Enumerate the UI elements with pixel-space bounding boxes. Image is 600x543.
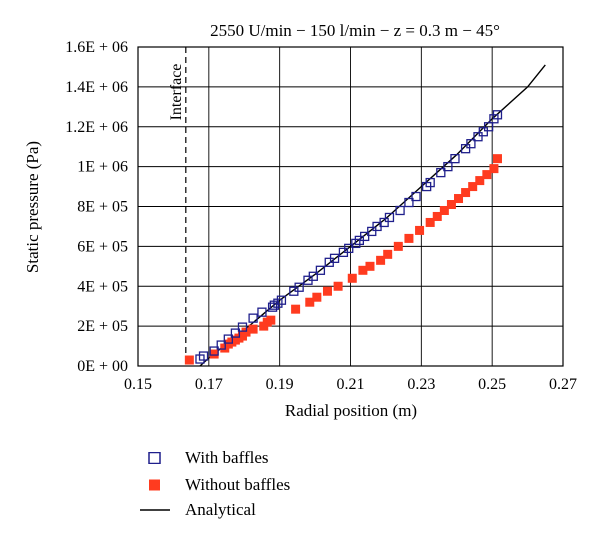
without-baffles-point <box>291 304 301 314</box>
with-baffles-point <box>315 265 326 275</box>
with-baffles-point <box>395 205 405 216</box>
series-layer <box>184 64 546 367</box>
y-tick-label: 2E + 05 <box>77 318 128 335</box>
y-tick-label: 4E + 05 <box>77 278 128 295</box>
with-baffles-point <box>360 231 370 242</box>
without-baffles-point <box>322 286 332 296</box>
legend-label-without-baffles: Without baffles <box>185 475 291 494</box>
without-baffles-point <box>432 211 442 221</box>
tick-labels: 0.15 0.17 0.19 0.21 0.23 0.25 0.27 0E + 00 2E + … <box>65 39 577 393</box>
without-baffles-point <box>209 349 219 359</box>
without-baffles-point <box>347 273 357 283</box>
chart-title: 2550 U/min − 150 l/min − z = 0.3 m − 45° <box>210 21 500 40</box>
with-baffles-point <box>367 226 377 237</box>
x-tick-label: 0.25 <box>478 376 506 393</box>
x-tick-label: 0.19 <box>266 376 294 393</box>
annotation-layer: Interface <box>168 47 187 366</box>
with-baffles-point <box>294 282 304 292</box>
with-baffles-point <box>443 161 453 172</box>
filled-square-marker-icon <box>149 479 160 491</box>
with-baffles-point <box>478 127 488 137</box>
plot-area <box>137 46 564 367</box>
with-baffles-point <box>450 153 460 164</box>
grid-lines <box>137 46 564 367</box>
without-baffles-point <box>475 176 485 186</box>
without-baffles-point <box>241 327 251 337</box>
with-baffles-point <box>223 334 233 344</box>
with-baffles-point <box>198 351 209 361</box>
with-baffles-point <box>276 295 287 305</box>
without-baffles-point <box>358 265 368 275</box>
y-tick-label: 1.6E + 06 <box>65 39 128 56</box>
without-baffles-point <box>305 297 315 307</box>
y-tick-label: 1E + 06 <box>77 159 128 176</box>
without-baffles-point <box>425 217 435 227</box>
x-axis-label: Radial position (m) <box>285 401 417 420</box>
without-baffles-point <box>489 164 499 174</box>
open-square-marker-icon <box>148 452 161 464</box>
y-tick-label: 1.2E + 06 <box>65 119 128 136</box>
with-baffles-point <box>237 322 248 332</box>
interface-annotation: Interface <box>168 64 185 121</box>
without-baffles-point <box>404 233 414 243</box>
x-tick-label: 0.17 <box>195 376 223 393</box>
with-baffles-point <box>230 328 241 338</box>
without-baffles-point <box>312 292 322 302</box>
without-baffles-point <box>482 170 492 180</box>
with-baffles-point <box>425 177 435 188</box>
without-baffles-point <box>454 194 464 204</box>
without-baffles-point <box>383 249 393 259</box>
without-baffles-point <box>492 154 502 164</box>
without-baffles-point <box>446 200 456 210</box>
with-baffles-point <box>248 313 258 323</box>
x-tick-label: 0.15 <box>124 376 152 393</box>
with-baffles-point <box>460 144 471 154</box>
with-baffles-point <box>379 217 389 228</box>
without-baffles-point <box>468 182 478 192</box>
y-tick-label: 0E + 00 <box>77 358 128 375</box>
with-baffles-point <box>257 307 267 317</box>
without-baffles-point <box>365 261 375 271</box>
without-baffles-point <box>415 225 425 235</box>
without-baffles-point <box>393 241 403 251</box>
with-baffles-point <box>436 167 446 178</box>
with-baffles-point <box>308 271 318 281</box>
x-tick-label: 0.27 <box>549 376 577 393</box>
without-baffles-point <box>461 188 471 198</box>
without-baffles-point <box>266 315 276 325</box>
y-axis-label: Static pressure (Pa) <box>23 141 42 273</box>
y-tick-label: 8E + 05 <box>77 199 128 216</box>
x-tick-label: 0.21 <box>337 376 365 393</box>
with-baffles-point <box>384 212 395 223</box>
with-baffles-point <box>466 139 476 149</box>
line-marker-icon <box>140 509 170 511</box>
with-baffles-point <box>411 191 421 202</box>
legend-label-with-baffles: With baffles <box>185 448 269 467</box>
with-baffles-point <box>492 110 503 120</box>
with-baffles-point <box>209 346 219 356</box>
without-baffles-point <box>333 281 343 291</box>
without-baffles-point <box>376 255 386 265</box>
without-baffles-point <box>439 205 449 215</box>
y-tick-label: 1.4E + 06 <box>65 79 128 96</box>
with-baffles-point <box>404 197 414 208</box>
without-baffles-point <box>248 324 258 334</box>
y-tick-label: 6E + 05 <box>77 238 128 255</box>
x-tick-label: 0.23 <box>407 376 435 393</box>
with-baffles-point <box>216 340 226 350</box>
with-baffles-point <box>344 243 354 254</box>
analytical-series-line <box>199 64 546 367</box>
legend-label-analytical: Analytical <box>185 500 256 519</box>
without-baffles-point <box>184 355 194 365</box>
with-baffles-point <box>329 253 340 263</box>
with-baffles-point <box>483 122 494 132</box>
with-baffles-point <box>473 132 483 142</box>
